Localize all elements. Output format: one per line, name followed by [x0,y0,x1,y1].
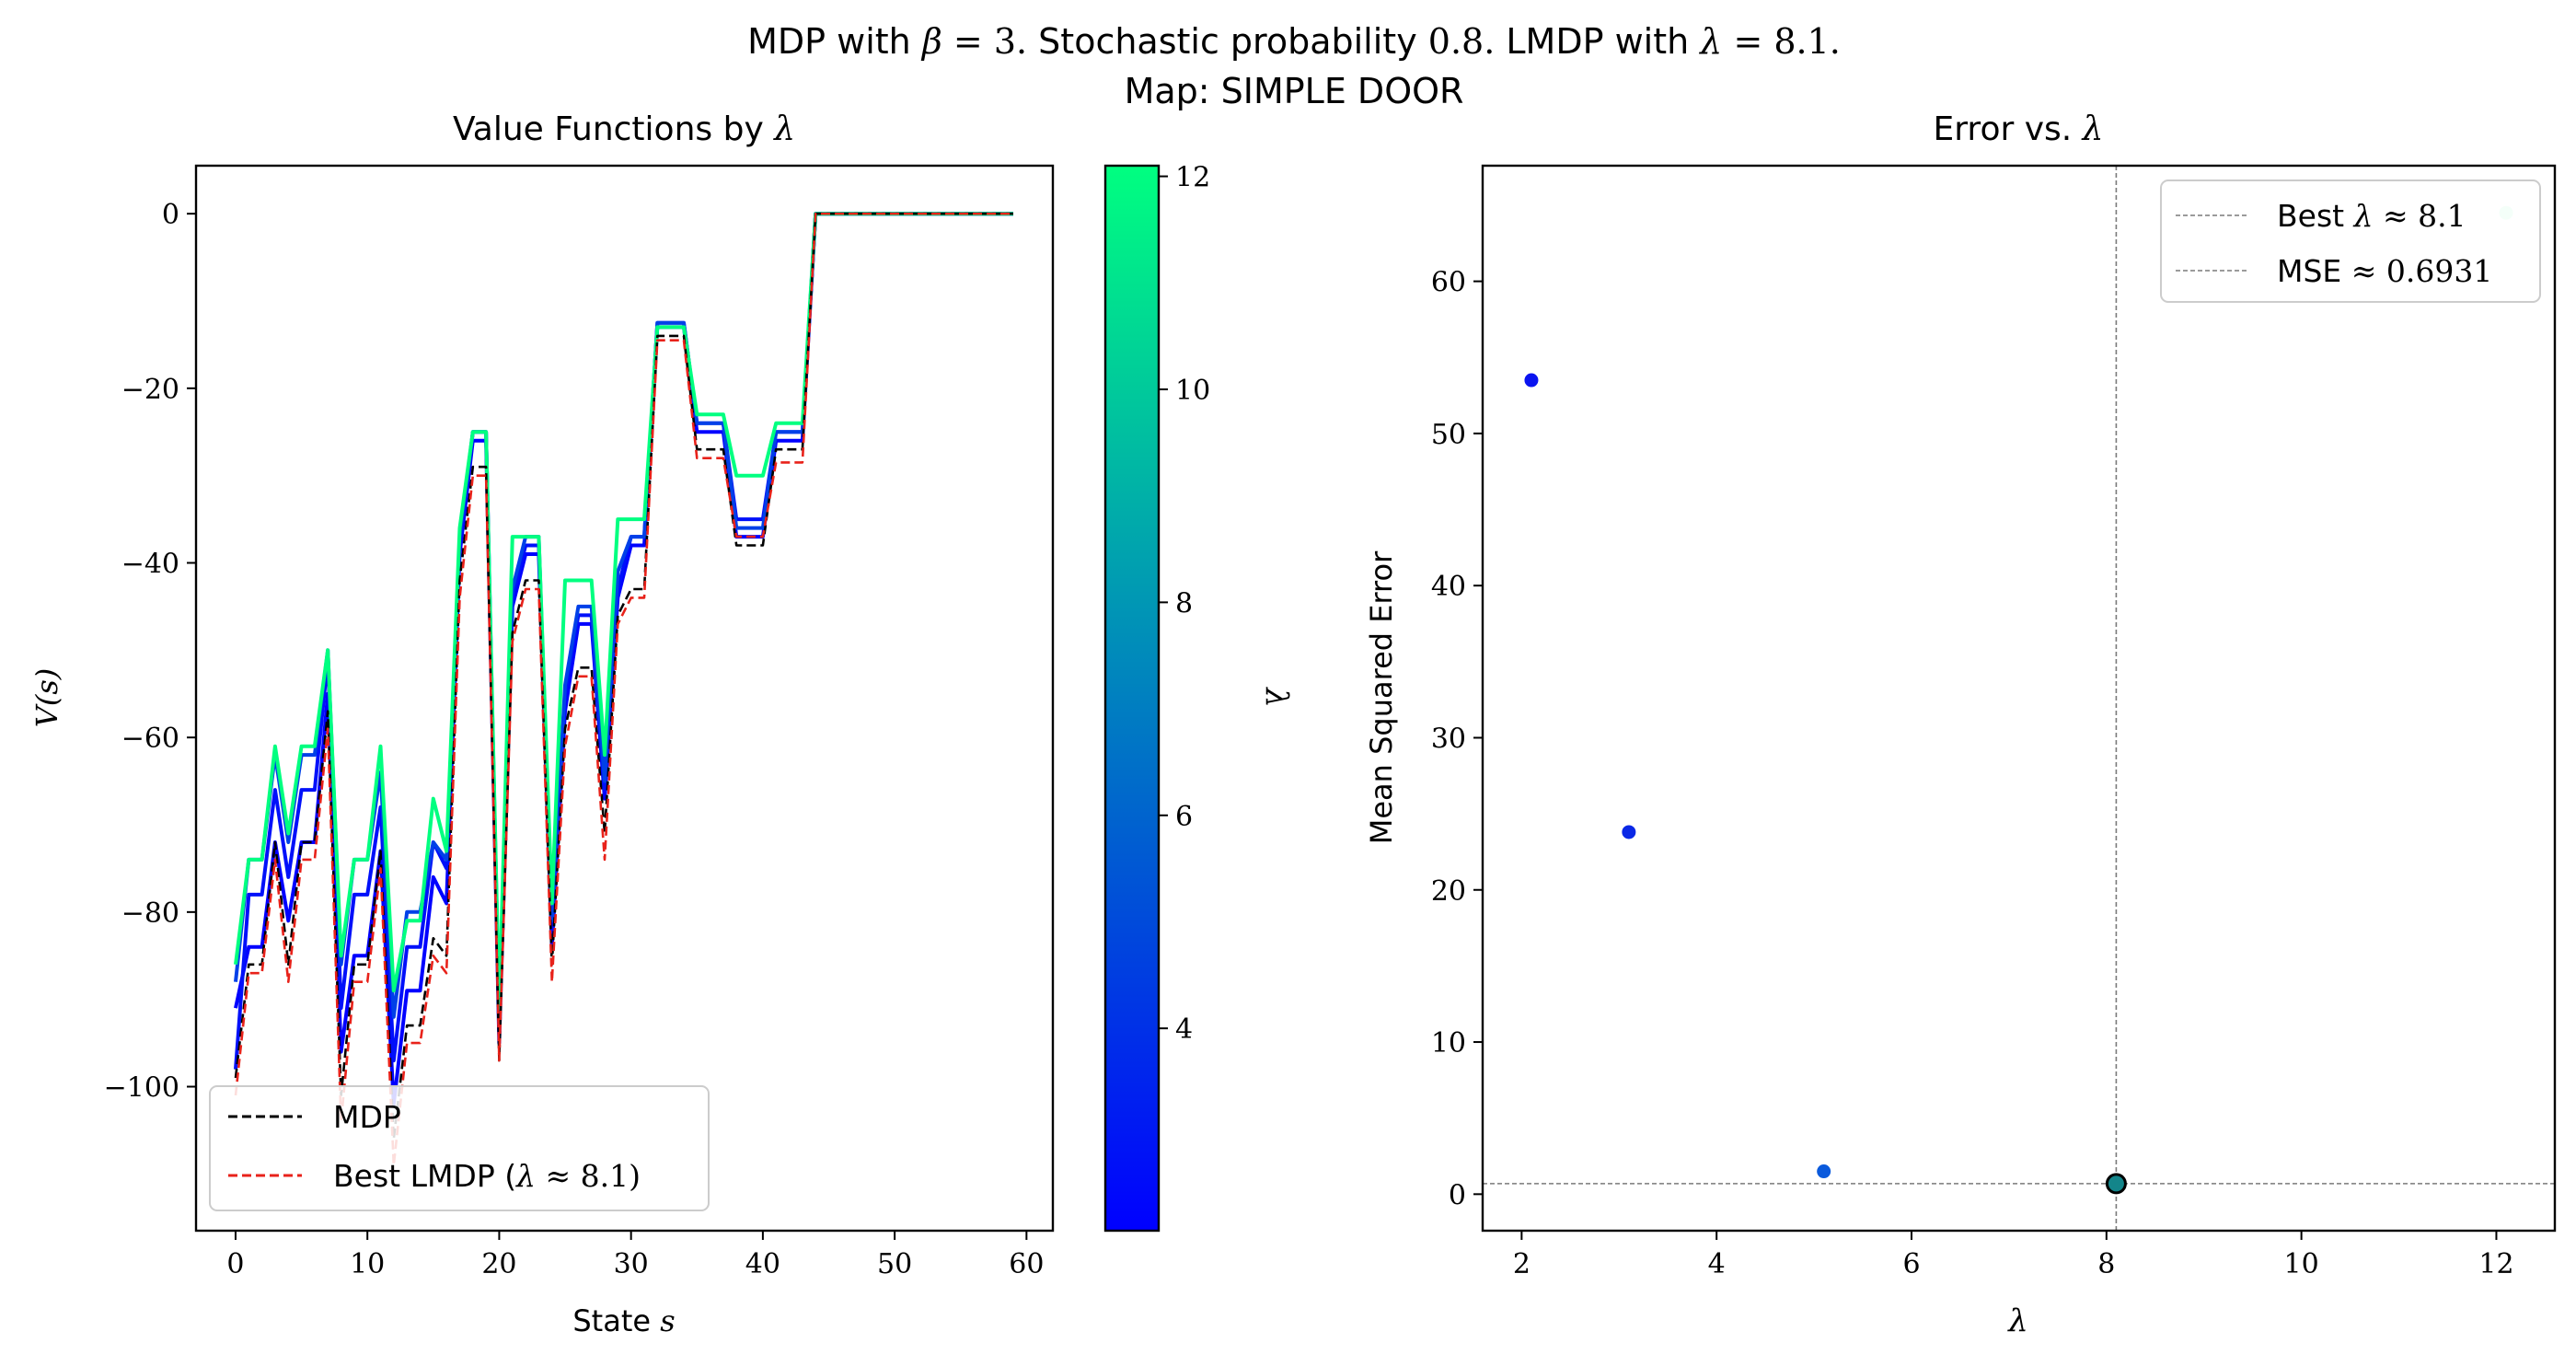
left-y-tick-label: −20 [121,374,179,406]
left-x-tick-label: 60 [1009,1248,1044,1280]
legend-label-mdp: MDP [333,1099,401,1135]
lambda-colorbar: 4 6 8 10 12 λ [1103,162,1295,1233]
colorbar-tick-label: 4 [1175,1013,1193,1046]
figure-title-line2: Map: SIMPLE DOOR [1125,71,1464,111]
right-y-tick-label: 10 [1431,1027,1466,1059]
colorbar-tick-label: 8 [1175,587,1193,619]
left-x-axis-label: State s [572,1303,675,1338]
right-legend-box [2160,179,2541,303]
right-x-tick-label: 2 [1513,1248,1531,1280]
best-point [2105,1173,2127,1195]
right-x-tick-label: 10 [2284,1248,2319,1280]
left-y-tick-label: −60 [121,723,179,755]
right-x-tick-label: 4 [1708,1248,1726,1280]
left-x-tick-label: 20 [481,1248,516,1280]
series-line-lambda-2-1 [234,212,1013,1106]
series-line-mdp [234,212,1013,1140]
legend-label-mse: MSE ≈ 0.6931 [2277,253,2492,289]
right-y-tick-label: 0 [1449,1179,1466,1211]
series-line-best-lmdp [234,212,1013,1167]
left-x-tick-label: 50 [877,1248,912,1280]
scatter-point [1622,825,1636,839]
colorbar-gradient [1103,164,1161,1233]
right-reference-lines [1483,166,2555,1231]
scatter-point [1524,373,1539,388]
right-scatter-points [1524,205,2513,1195]
right-y-tick-label: 40 [1431,571,1466,603]
left-y-ticks: 0 −20 −40 −60 −80 −100 [104,199,196,1105]
colorbar-label: λ [1258,686,1295,708]
legend-label-best-lmdp: Best LMDP (λ ≈ 8.1) [333,1158,641,1194]
error-panel: Error vs. λ 2 4 6 8 10 12 0 10 20 30 40 50 60 λ Mea… [1364,110,2557,1339]
series-line-lambda-3-1 [234,212,1013,1070]
left-y-tick-label: −80 [121,897,179,930]
right-x-ticks: 2 4 6 8 10 12 [1513,1231,2514,1280]
right-x-tick-label: 8 [2097,1248,2115,1280]
right-x-tick-label: 12 [2478,1248,2513,1280]
left-y-tick-label: −100 [104,1072,179,1105]
left-x-tick-label: 10 [350,1248,385,1280]
left-legend-box [209,1085,710,1211]
right-x-tick-label: 6 [1902,1248,1920,1280]
value-functions-panel: Value Functions by λ 0 10 20 30 40 50 60 0 −20 −… [29,110,1055,1338]
left-series-lines [234,212,1013,1167]
right-legend: Best λ ≈ 8.1 MSE ≈ 0.6931 [2160,179,2541,303]
right-y-tick-label: 30 [1431,723,1466,755]
left-x-ticks: 0 10 20 30 40 50 60 [226,1231,1044,1280]
right-plot-frame [1481,164,2557,1233]
left-plot-frame [194,164,1055,1233]
left-y-axis-label: V(s) [29,668,64,728]
left-x-tick-label: 30 [614,1248,649,1280]
legend-label-best-lambda: Best λ ≈ 8.1 [2277,198,2466,234]
left-y-tick-label: 0 [162,199,179,231]
left-legend: MDP Best LMDP (λ ≈ 8.1) [209,1085,710,1211]
right-x-axis-label: λ [2006,1302,2028,1339]
right-y-tick-label: 20 [1431,875,1466,908]
right-y-tick-label: 60 [1431,267,1466,299]
left-x-tick-label: 0 [226,1248,244,1280]
left-panel-title: Value Functions by λ [453,110,795,148]
right-y-tick-label: 50 [1431,419,1466,451]
colorbar-tick-label: 6 [1175,801,1193,833]
right-y-ticks: 0 10 20 30 40 50 60 [1431,267,1483,1211]
colorbar-tick-label: 10 [1175,375,1210,407]
colorbar-ticks: 4 6 8 10 12 [1159,162,1210,1046]
right-y-axis-label: Mean Squared Error [1364,550,1399,844]
left-x-tick-label: 40 [745,1248,780,1280]
scatter-point [1817,1164,1831,1179]
right-panel-title: Error vs. λ [1934,110,2104,148]
figure-title-line1: MDP with β = 3. Stochastic probability 0… [747,21,1841,62]
left-y-tick-label: −40 [121,549,179,581]
colorbar-tick-label: 12 [1175,162,1210,194]
